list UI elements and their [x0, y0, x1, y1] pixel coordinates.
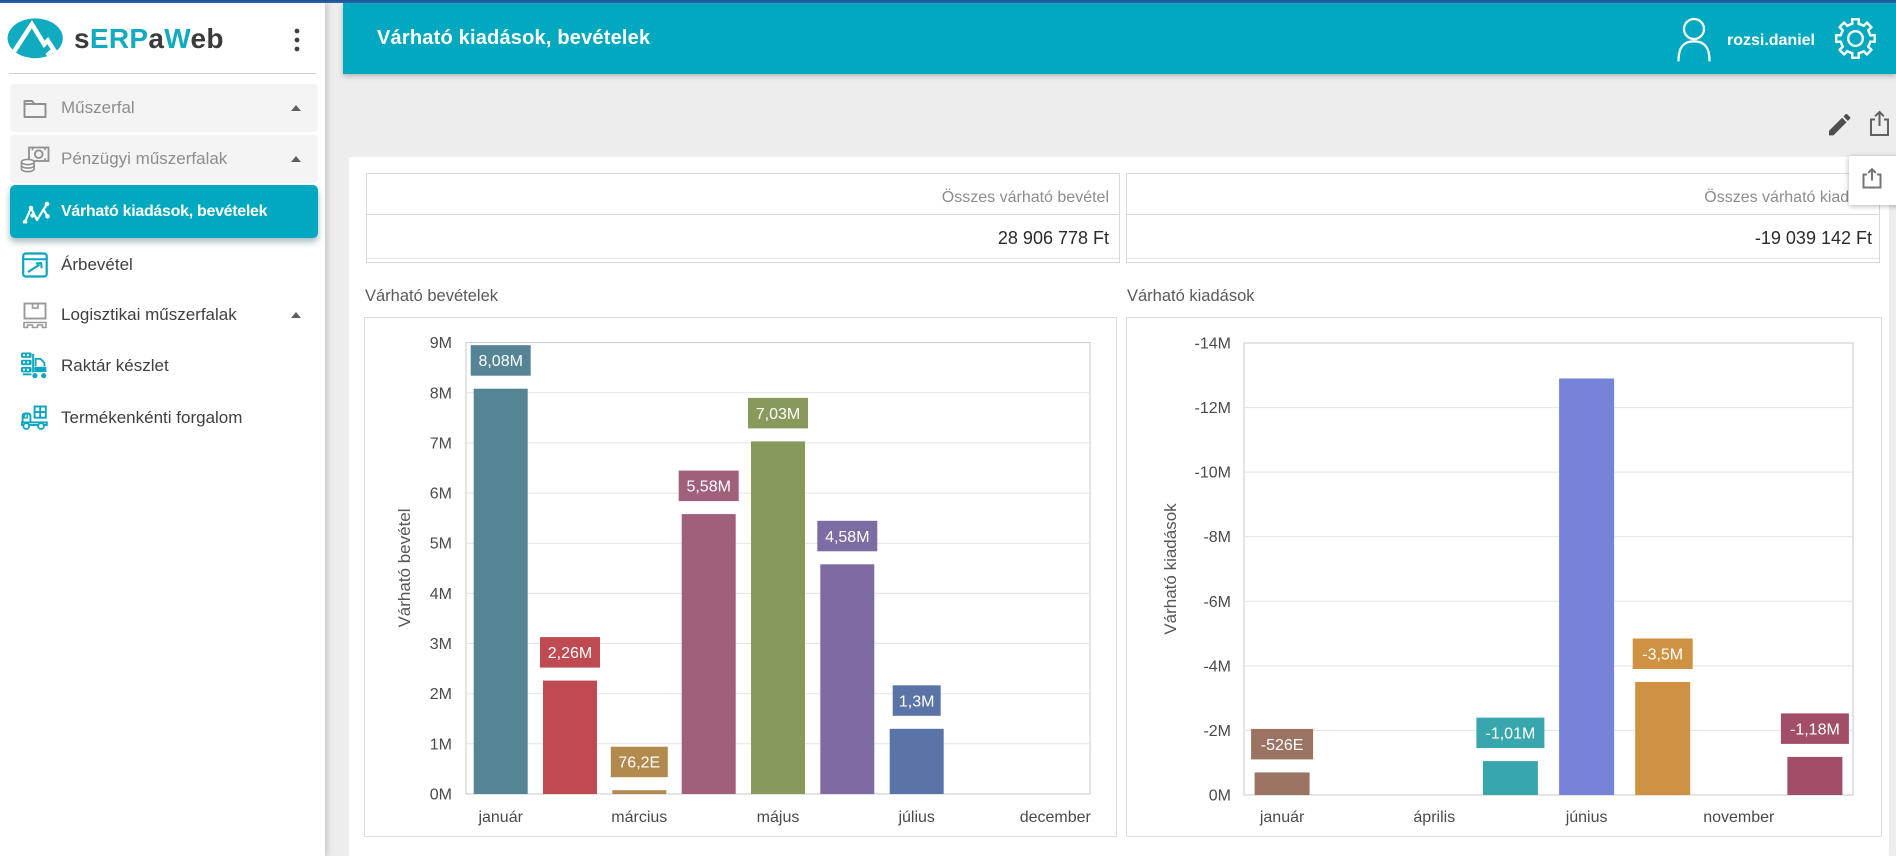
svg-text:3M: 3M — [430, 636, 452, 653]
svg-text:december: december — [1020, 809, 1092, 826]
svg-text:9M: 9M — [430, 335, 452, 352]
svg-text:január: január — [477, 809, 523, 826]
svg-text:-6M: -6M — [1203, 594, 1231, 611]
svg-text:március: március — [611, 809, 667, 826]
svg-text:-12M: -12M — [1195, 400, 1231, 417]
svg-text:0M: 0M — [1209, 788, 1231, 805]
svg-text:Várható kiadások: Várható kiadások — [1161, 503, 1180, 635]
svg-text:-3,5M: -3,5M — [1642, 647, 1683, 664]
svg-text:1,3M: 1,3M — [899, 693, 935, 710]
svg-text:-4M: -4M — [1203, 658, 1231, 675]
svg-text:november: november — [1703, 809, 1775, 826]
svg-text:5M: 5M — [430, 536, 452, 553]
svg-text:1M: 1M — [430, 736, 452, 753]
svg-text:5,58M: 5,58M — [686, 479, 730, 496]
svg-text:június: június — [1565, 809, 1608, 826]
svg-text:6M: 6M — [430, 486, 452, 503]
svg-text:7M: 7M — [430, 435, 452, 452]
svg-text:76,2E: 76,2E — [618, 755, 660, 772]
svg-text:április: április — [1413, 809, 1455, 826]
svg-text:-526E: -526E — [1261, 737, 1304, 754]
svg-text:-14M: -14M — [1195, 336, 1231, 353]
svg-text:-10M: -10M — [1195, 465, 1231, 482]
svg-text:4,58M: 4,58M — [825, 529, 869, 546]
svg-text:-8M: -8M — [1203, 529, 1231, 546]
svg-text:2M: 2M — [430, 686, 452, 703]
svg-text:-1,01M: -1,01M — [1486, 726, 1536, 743]
svg-text:2,26M: 2,26M — [548, 645, 592, 662]
svg-text:7,03M: 7,03M — [756, 406, 800, 423]
svg-text:0M: 0M — [430, 787, 452, 804]
svg-text:-1,18M: -1,18M — [1790, 721, 1840, 738]
svg-text:4M: 4M — [430, 586, 452, 603]
svg-text:-2M: -2M — [1203, 723, 1231, 740]
svg-text:8M: 8M — [430, 385, 452, 402]
svg-text:8,08M: 8,08M — [478, 353, 522, 370]
svg-text:január: január — [1259, 809, 1305, 826]
svg-text:július: július — [897, 809, 934, 826]
svg-text:május: május — [757, 809, 800, 826]
svg-text:Várható bevétel: Várható bevétel — [395, 508, 414, 627]
